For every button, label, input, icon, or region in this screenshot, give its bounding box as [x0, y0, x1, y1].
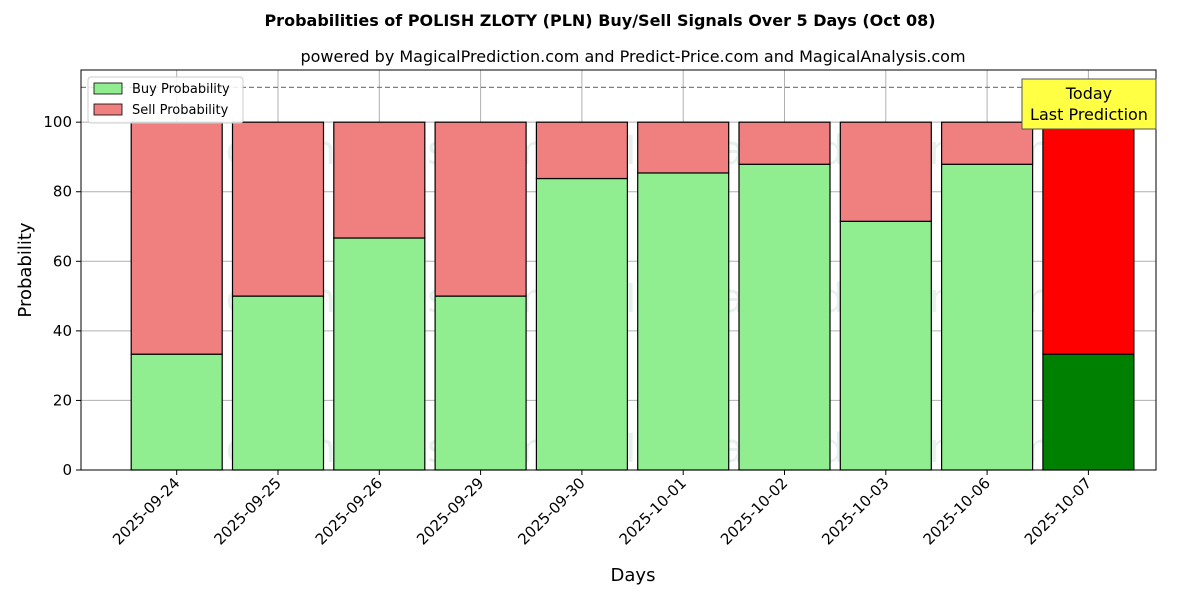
- x-tick-label-2025-10-07: 2025-10-07: [1021, 474, 1095, 548]
- chart-subtitle: powered by MagicalPrediction.com and Pre…: [300, 47, 965, 66]
- bar-sell-2025-10-02: [738, 121, 831, 165]
- bar-sell-2025-10-07: [1042, 121, 1135, 355]
- x-tick-label-2025-10-03: 2025-10-03: [818, 474, 892, 548]
- y-tick-label-4: 80: [53, 183, 72, 201]
- y-tick-label-0: 0: [62, 461, 72, 479]
- annotation-line-2: Last Prediction: [1030, 105, 1148, 124]
- x-tick-label-2025-09-25: 2025-09-25: [210, 474, 284, 548]
- x-tick-label-2025-10-01: 2025-10-01: [616, 474, 690, 548]
- x-tick-label-2025-09-26: 2025-09-26: [312, 474, 386, 548]
- y-tick-label-2: 40: [53, 322, 72, 340]
- bars: [130, 121, 1135, 471]
- y-axis-label: Probability: [15, 222, 36, 317]
- bar-sell-2025-10-01: [637, 121, 730, 174]
- plot-frame: [80, 69, 1157, 471]
- x-tick-label-2025-10-02: 2025-10-02: [717, 474, 791, 548]
- bar-sell-2025-09-24: [130, 121, 223, 355]
- annotation-line-1: Today: [1065, 84, 1112, 103]
- y-tick-label-1: 20: [53, 391, 72, 409]
- x-axis-label: Days: [611, 565, 656, 586]
- bar-sell-2025-09-29: [434, 121, 527, 297]
- bar-sell-2025-10-06: [940, 121, 1034, 165]
- bar-buy-2025-10-03: [839, 220, 932, 471]
- bar-buy-2025-09-25: [231, 295, 325, 471]
- bar-buy-2025-10-02: [738, 163, 831, 471]
- bar-buy-2025-10-07: [1042, 353, 1135, 471]
- bar-buy-2025-09-29: [434, 295, 527, 471]
- legend-label-sell: Sell Probability: [132, 103, 229, 118]
- legend-label-buy: Buy Probability: [132, 82, 230, 97]
- chart-title: Probabilities of POLISH ZLOTY (PLN) Buy/…: [264, 11, 935, 30]
- bar-buy-2025-09-24: [130, 353, 223, 471]
- y-tick-label-3: 60: [53, 252, 72, 270]
- today-annotation: Today Last Prediction: [1021, 78, 1157, 130]
- legend: Buy Probability Sell Probability: [87, 76, 244, 124]
- x-tick-label-2025-10-06: 2025-10-06: [920, 474, 994, 548]
- x-axis-ticks: 2025-09-24 2025-09-25 2025-09-26 2025-09-29…: [109, 470, 1095, 548]
- bar-sell-2025-10-03: [839, 121, 932, 222]
- bar-buy-2025-09-30: [535, 177, 629, 471]
- x-tick-label-2025-09-30: 2025-09-30: [514, 474, 588, 548]
- annotation-box: [1021, 78, 1157, 130]
- x-tick-label-2025-09-24: 2025-09-24: [109, 474, 183, 548]
- y-axis-ticks: 0 20 40 60 80 100: [43, 113, 81, 479]
- y-tick-label-5: 100: [43, 113, 72, 131]
- bar-buy-2025-10-06: [940, 163, 1034, 471]
- legend-swatch-sell: [93, 103, 123, 116]
- bar-sell-2025-09-30: [535, 121, 629, 180]
- bar-buy-2025-09-26: [333, 237, 426, 471]
- bar-buy-2025-10-01: [637, 172, 730, 471]
- bar-sell-2025-09-25: [231, 121, 325, 297]
- legend-box: [87, 76, 244, 124]
- bar-sell-2025-09-26: [333, 121, 426, 239]
- x-tick-label-2025-09-29: 2025-09-29: [413, 474, 487, 548]
- legend-swatch-buy: [93, 82, 123, 95]
